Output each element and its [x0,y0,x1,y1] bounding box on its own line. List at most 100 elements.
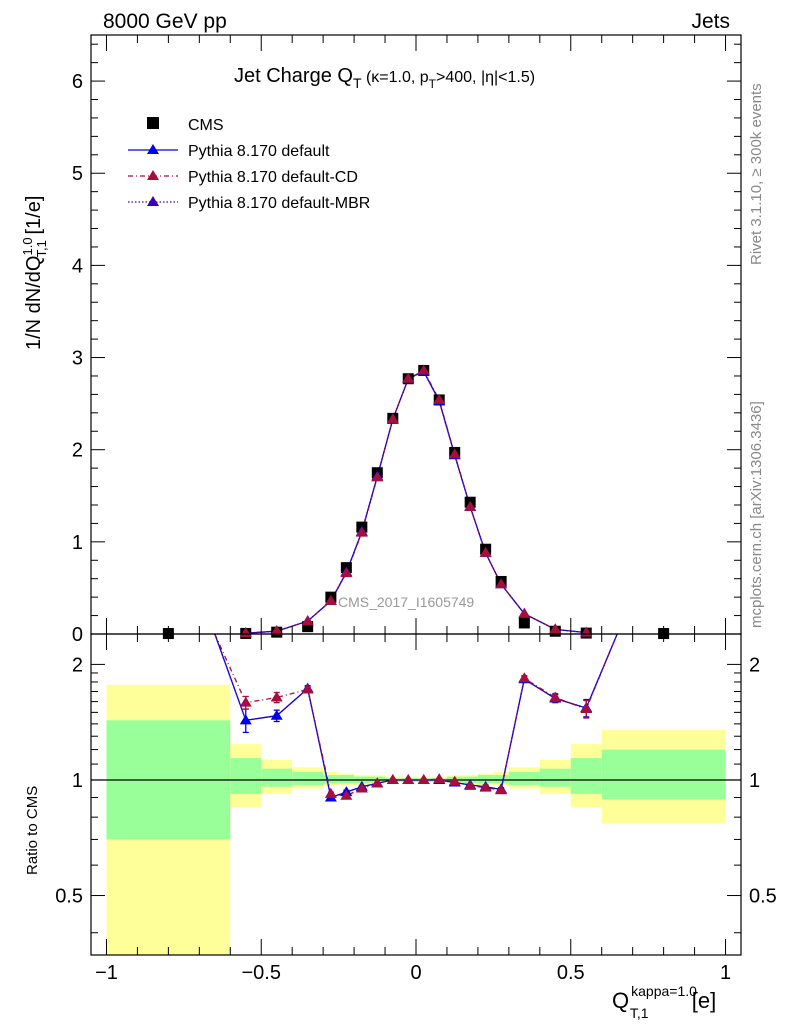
legend-marker-cms [147,117,159,129]
ratio-band-inner [570,758,602,794]
ratio-band-inner [338,775,355,784]
legend-marker-mbr [147,196,159,206]
main-marker-series-1 [371,471,384,482]
ratio-marker-series-1 [495,784,508,795]
ratio-ytick-label: 0.5 [55,886,83,908]
legend-marker-cd [147,170,159,180]
main-ylabel-unit: [1/e] [23,196,45,240]
main-marker-series-1 [417,364,430,375]
ratio-ytick-label-right: 0.5 [749,886,777,908]
title-rest: (κ=1.0, p [362,69,429,86]
main-marker-series-1 [495,578,508,589]
main-marker-series-1 [549,623,562,634]
ratio-line-series-2 [214,633,618,799]
legend-label-mbr: Pythia 8.170 default-MBR [188,195,370,212]
main-ylabel-text: 1/N dN/dQ [23,256,45,350]
legend-label-default: Pythia 8.170 default [188,143,330,160]
main-ytick-label: 0 [72,624,83,646]
main-series-layer [162,364,670,640]
legend-label-cd: Pythia 8.170 default-CD [188,169,358,186]
ratio-ytick-label-right: 2 [749,654,760,676]
xlabel-sub: T,1 [630,1005,649,1021]
ratio-uncertainty-bands [91,684,741,955]
legend: CMS Pythia 8.170 default Pythia 8.170 de… [128,117,370,212]
ratio-ylabel: Ratio to CMS [24,786,41,875]
main-ytick-label: 1 [72,532,83,554]
ratio-band-inner [292,771,324,786]
main-marker-series-1 [340,567,353,578]
ratio-marker-series-1 [417,773,430,784]
analysis-watermark: CMS_2017_I1605749 [338,594,474,610]
main-ytick-label: 4 [72,255,83,277]
mcplots-label: mcplots.cern.ch [arXiv:1306.3436] [748,401,765,628]
xlabel-sup: kappa=1.0 [631,983,697,999]
main-ytick-label: 3 [72,348,83,370]
main-plot-area: 0 1 2 3 4 5 6 CMS_2017_I1605749 [72,34,742,646]
ratio-marker-series-1 [549,691,562,702]
ratio-band-inner [323,775,339,784]
rivet-label: Rivet 3.1.10, ≥ 300k events [748,83,765,265]
title-sub2: T [429,77,437,91]
ratio-marker-series-0 [270,709,283,720]
main-plot-background [91,35,741,634]
ratio-band-inner [601,749,726,800]
ratio-marker-series-1 [518,672,531,683]
header-category: Jets [691,10,730,33]
main-ylabel-sub: T,1 [34,240,49,257]
ratio-marker-series-1 [340,789,353,800]
plot-title: Jet Charge QT (κ=1.0, pT>400, |η|<1.5) [234,65,535,91]
main-marker-series-1 [518,607,531,618]
ratio-ytick-label-right: 1 [749,770,760,792]
xlabel-text: Q [612,988,629,1013]
ratio-band-inner [230,758,262,794]
ratio-marker-series-1 [479,781,492,792]
ratio-marker-series-1 [464,779,477,790]
legend-marker-default [147,144,159,154]
title-sub: T [353,75,362,91]
main-ytick-label: 5 [72,163,83,185]
ratio-band-inner [539,768,571,787]
ratio-marker-series-0 [239,714,252,725]
ratio-band-inner [493,775,509,784]
ratio-marker-series-1 [448,775,461,786]
xtick-label: 0.5 [557,962,585,984]
main-marker-series-1 [301,615,314,626]
legend-label-cms: CMS [188,117,224,134]
cms-data-point [518,617,530,629]
ratio-marker-series-1 [371,777,384,788]
ratio-marker-series-1 [324,787,337,798]
ratio-ytick-label: 1 [72,770,83,792]
ratio-marker-series-1 [270,691,283,702]
main-marker-series-1 [355,526,368,537]
main-ytick-label: 6 [72,71,83,93]
main-marker-series-1 [464,500,477,511]
ratio-band-inner [477,775,494,784]
ratio-series-layer [214,633,618,802]
title-tail: >400, |η|<1.5) [436,69,535,86]
main-marker-series-1 [324,594,337,605]
title-main: Jet Charge Q [234,65,353,87]
ratio-axes: 0.5 0.5 1 1 2 2 −1 −0.5 0 0.5 1 [55,633,777,984]
main-marker-series-1 [270,624,283,635]
main-axes: 0 1 2 3 4 5 6 [72,34,742,646]
main-marker-series-1 [433,393,446,404]
main-ytick-label: 2 [72,440,83,462]
header-energy: 8000 GeV pp [103,10,227,33]
main-marker-series-1 [402,372,415,383]
xtick-label: 1 [720,962,731,984]
main-marker-series-1 [479,546,492,557]
main-ylabel: 1/N dN/dQ1.0T,1 [1/e] [20,196,49,350]
main-marker-series-1 [448,448,461,459]
main-marker-series-1 [386,413,399,424]
main-line-series-1 [245,369,587,634]
ratio-plot-area: 0.5 0.5 1 1 2 2 −1 −0.5 0 0.5 1 [55,633,777,984]
main-ylabel-sup: 1.0 [20,237,35,255]
ratio-marker-series-1 [402,773,415,784]
ratio-marker-series-1 [433,773,446,784]
xtick-label: −0.5 [241,962,280,984]
ratio-marker-series-1 [355,782,368,793]
ratio-marker-series-1 [239,696,252,707]
svg-text:Jet Charge QT (κ=1.0, pT>400,: Jet Charge QT (κ=1.0, pT>400, |η|<1.5) [234,65,535,91]
